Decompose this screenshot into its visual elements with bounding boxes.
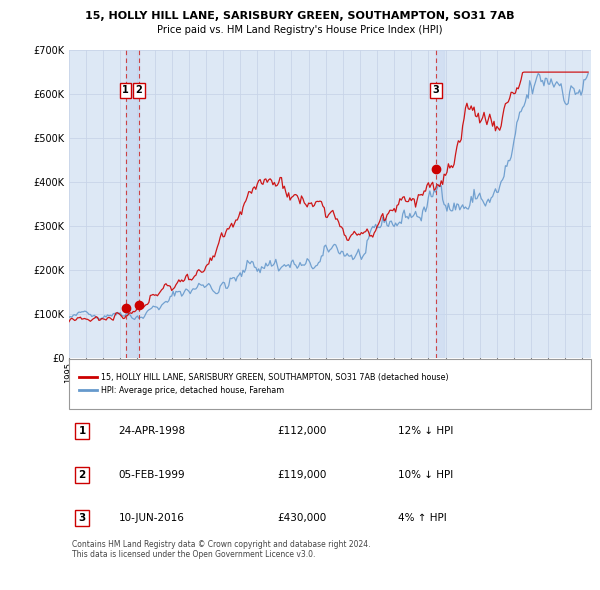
Text: 15, HOLLY HILL LANE, SARISBURY GREEN, SOUTHAMPTON, SO31 7AB: 15, HOLLY HILL LANE, SARISBURY GREEN, SO…	[85, 11, 515, 21]
Text: 10-JUN-2016: 10-JUN-2016	[119, 513, 184, 523]
Text: 1: 1	[122, 85, 129, 95]
Text: 3: 3	[433, 85, 439, 95]
Bar	[125, 50, 139, 358]
Text: £119,000: £119,000	[278, 470, 327, 480]
Text: Price paid vs. HM Land Registry's House Price Index (HPI): Price paid vs. HM Land Registry's House …	[157, 25, 443, 35]
Text: 24-APR-1998: 24-APR-1998	[119, 427, 186, 437]
Legend: 15, HOLLY HILL LANE, SARISBURY GREEN, SOUTHAMPTON, SO31 7AB (detached house), HP: 15, HOLLY HILL LANE, SARISBURY GREEN, SO…	[76, 369, 451, 398]
Text: £430,000: £430,000	[278, 513, 327, 523]
Text: 1: 1	[79, 427, 86, 437]
Text: Contains HM Land Registry data © Crown copyright and database right 2024.
This d: Contains HM Land Registry data © Crown c…	[71, 540, 370, 559]
Text: 2: 2	[79, 470, 86, 480]
Text: 10% ↓ HPI: 10% ↓ HPI	[398, 470, 453, 480]
Text: 05-FEB-1999: 05-FEB-1999	[119, 470, 185, 480]
Text: 12% ↓ HPI: 12% ↓ HPI	[398, 427, 453, 437]
Bar	[436, 50, 445, 358]
Text: 4% ↑ HPI: 4% ↑ HPI	[398, 513, 446, 523]
Text: £112,000: £112,000	[278, 427, 327, 437]
Text: 2: 2	[136, 85, 142, 95]
FancyBboxPatch shape	[69, 359, 591, 409]
Text: 3: 3	[79, 513, 86, 523]
